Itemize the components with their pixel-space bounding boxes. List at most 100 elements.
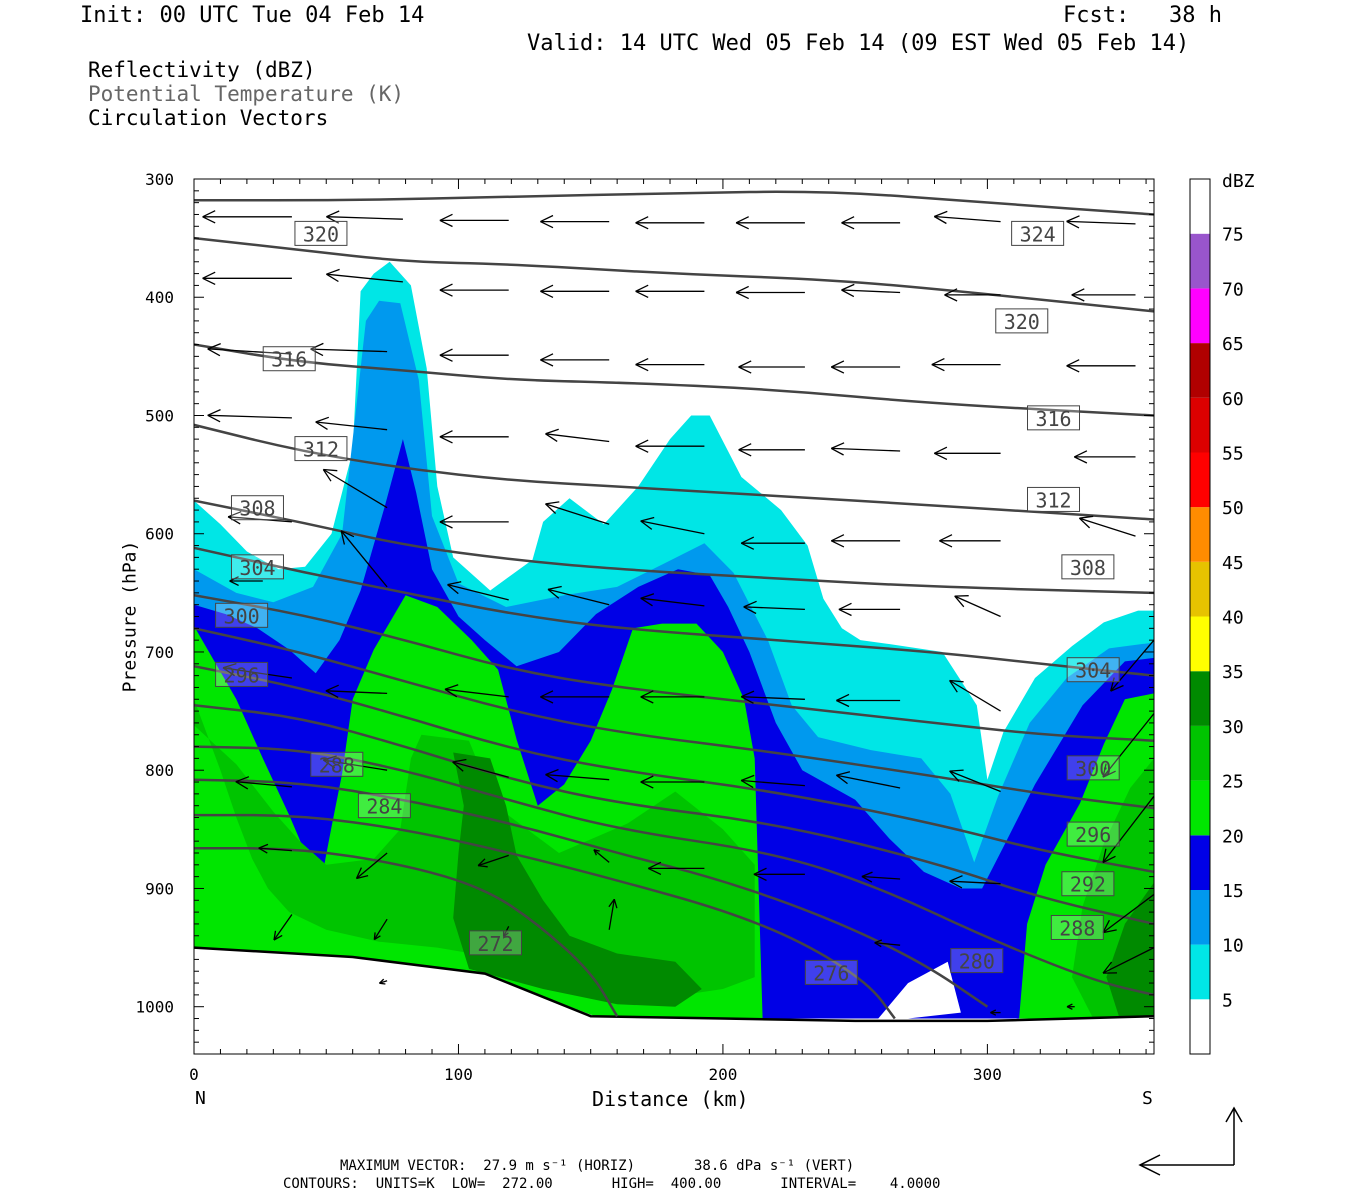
circulation-vector-20: [540, 353, 610, 367]
colorbar-swatch-1: [1190, 944, 1210, 1000]
circulation-vector-30: [545, 428, 610, 443]
y-tick-600: 600: [145, 525, 174, 544]
circulation-vector-80: [1102, 893, 1154, 934]
y-tick-1000: 1000: [135, 998, 174, 1017]
circulation-vector-18: [310, 342, 388, 357]
circulation-vector-56: [444, 684, 509, 698]
circulation-vector-54: [222, 662, 292, 679]
valid-time: Valid: 14 UTC Wed 05 Feb 14 (09 EST Wed …: [527, 31, 1190, 56]
circulation-vector-61: [949, 679, 1001, 712]
reflectivity-region-0dbz-8: [876, 961, 961, 1021]
circulation-vector-3: [540, 214, 610, 229]
axis-end-south: S: [1142, 1088, 1153, 1109]
circulation-vector-63: [322, 755, 388, 771]
colorbar-label-75: 75: [1222, 225, 1244, 246]
circulation-vector-28: [315, 416, 388, 431]
circulation-vector-14: [735, 285, 805, 300]
circulation-vector-10: [326, 268, 403, 283]
reflectivity-region-30dbz-6: [453, 752, 702, 1007]
circulation-vector-72: [258, 843, 292, 854]
svg-text:312: 312: [303, 438, 339, 462]
circulation-vector-83: [502, 926, 510, 938]
colorbar-swatch-8: [1190, 561, 1210, 617]
colorbar-swatch-14: [1190, 233, 1210, 289]
theta-label-288-17: 288: [1050, 914, 1104, 940]
circulation-vector-11: [439, 283, 509, 297]
circulation-vector-25: [1066, 359, 1136, 373]
circulation-vector-12: [540, 284, 610, 298]
theta-label-284-18: 284: [357, 793, 411, 819]
circulation-vector-78: [861, 871, 901, 883]
svg-text:288: 288: [1059, 916, 1095, 940]
colorbar-label-45: 45: [1222, 553, 1244, 574]
circulation-vector-65: [545, 768, 610, 783]
field-potential-temperature: Potential Temperature (K): [88, 82, 405, 106]
colorbar-swatch-10: [1190, 452, 1210, 508]
theta-label-296-13: 296: [215, 661, 269, 687]
theta-contour-304: [194, 546, 1154, 677]
y-axis-title: Pressure (hPa): [119, 540, 141, 693]
circulation-vector-37: [439, 515, 509, 529]
circulation-vector-22: [738, 360, 805, 374]
theta-contour-292: [194, 664, 1154, 874]
circulation-vector-39: [640, 516, 705, 535]
svg-text:296: 296: [224, 663, 260, 687]
axis-end-north: N: [195, 1088, 206, 1109]
svg-text:316: 316: [1035, 407, 1071, 431]
y-tick-300: 300: [145, 170, 174, 189]
svg-text:300: 300: [1075, 757, 1111, 781]
theta-label-276-20: 276: [804, 959, 858, 985]
svg-text:300: 300: [224, 604, 260, 628]
circulation-vector-4: [635, 216, 705, 230]
reflectivity-region-30dbz-7: [1106, 882, 1154, 1019]
circulation-vector-55: [325, 684, 388, 698]
circulation-vector-15: [841, 283, 901, 298]
theta-label-324-0: 324: [1011, 220, 1065, 246]
colorbar-label-25: 25: [1222, 772, 1244, 793]
svg-text:324: 324: [1020, 222, 1056, 246]
circulation-vector-70: [1102, 795, 1154, 864]
colorbar-unit: dBZ: [1222, 171, 1255, 192]
circulation-vector-88: [990, 1009, 1001, 1016]
theta-label-320-1: 320: [294, 220, 348, 246]
below-ground-mask: [194, 947, 1154, 1054]
circulation-vector-71: [235, 776, 292, 790]
circulation-vector-2: [439, 213, 509, 228]
circulation-vector-58: [640, 690, 705, 704]
theta-label-308-7: 308: [230, 495, 284, 521]
colorbar-swatch-5: [1190, 725, 1210, 781]
circulation-vector-7: [933, 210, 1001, 225]
circulation-vector-27: [207, 409, 292, 423]
circulation-vector-13: [635, 284, 705, 298]
circulation-vector-9: [202, 271, 292, 285]
svg-text:308: 308: [1070, 556, 1106, 580]
x-tick-300: 300: [973, 1065, 1002, 1084]
x-axis-title: Distance (km): [592, 1087, 749, 1111]
theta-label-272-21: 272: [468, 930, 522, 956]
svg-text:304: 304: [239, 556, 275, 580]
circulation-vector-69: [949, 769, 1001, 793]
circulation-vector-32: [738, 443, 805, 457]
colorbar-label-35: 35: [1222, 662, 1244, 683]
circulation-vector-59: [740, 690, 805, 704]
forecast-hour: Fcst: 38 h: [1063, 3, 1222, 28]
circulation-vector-0: [202, 210, 292, 224]
svg-text:320: 320: [1004, 310, 1040, 334]
colorbar-swatch-7: [1190, 616, 1210, 672]
circulation-vector-66: [640, 775, 705, 789]
circulation-vector-62: [1102, 713, 1154, 778]
circulation-vector-21: [635, 358, 705, 372]
circulation-vector-46: [340, 530, 388, 588]
circulation-vector-51: [838, 602, 901, 617]
circulation-vector-53: [1110, 639, 1154, 692]
circulation-vector-17: [1071, 288, 1136, 302]
circulation-vector-79: [949, 875, 1001, 889]
circulation-vector-49: [640, 593, 705, 607]
circulation-vector-42: [939, 534, 1001, 548]
colorbar-label-15: 15: [1222, 881, 1244, 902]
svg-text:288: 288: [319, 753, 355, 777]
theta-contour-280: [194, 778, 989, 1008]
colorbar-label-70: 70: [1222, 279, 1244, 300]
theta-label-296-14: 296: [1066, 821, 1120, 847]
